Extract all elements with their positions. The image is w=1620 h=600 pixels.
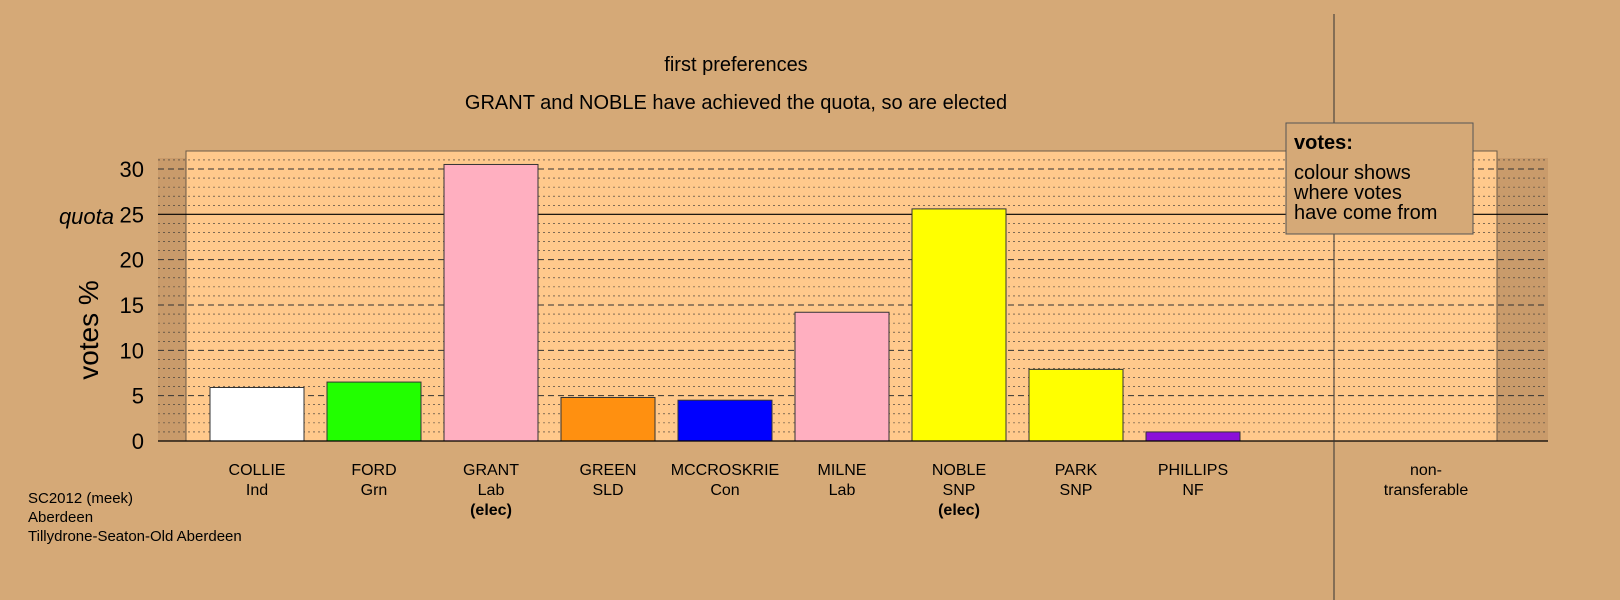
bar-milne — [794, 311, 890, 442]
candidate-party: Lab — [478, 482, 505, 499]
candidate-party: NF — [1182, 482, 1204, 499]
bar-grant — [443, 163, 539, 442]
candidate-party: Con — [710, 482, 739, 499]
legend-line-3: have come from — [1294, 202, 1437, 224]
bar-noble — [911, 208, 1007, 442]
nontransferable-label-line1: non- — [1410, 462, 1442, 479]
candidate-party: Ind — [246, 482, 268, 499]
legend-box — [1285, 122, 1474, 235]
y-tick-label: 5 — [132, 384, 144, 409]
footer-line-3: Tillydrone-Seaton-Old Aberdeen — [28, 528, 242, 545]
y-tick-label: 15 — [120, 293, 144, 318]
bar-mccroskrie — [677, 399, 773, 442]
y-tick-label: 0 — [132, 429, 144, 454]
legend-title: votes: — [1294, 132, 1353, 154]
candidate-name: GRANT — [463, 462, 519, 479]
bar-park — [1028, 368, 1124, 442]
candidate-name: MCCROSKRIE — [671, 462, 779, 479]
elected-label: (elec) — [938, 502, 980, 519]
candidate-name: GREEN — [580, 462, 637, 479]
bar-collie — [209, 387, 305, 442]
nontransferable-label-line2: transferable — [1384, 482, 1469, 499]
quota-label: quota — [59, 204, 114, 229]
chart-title: first preferences — [664, 54, 807, 76]
bar-phillips — [1145, 431, 1241, 442]
candidate-name: NOBLE — [932, 462, 986, 479]
y-tick-label: 30 — [120, 157, 144, 182]
bar-ford — [326, 381, 422, 442]
footer-line-2: Aberdeen — [28, 509, 93, 526]
candidate-name: FORD — [351, 462, 396, 479]
bar-green — [560, 396, 656, 442]
x-axis-labels: COLLIE Ind FORD Grn GRANT Lab (elec) GREEN SLD MC… — [229, 462, 1229, 519]
footer: SC2012 (meek) Aberdeen Tillydrone-Seaton… — [28, 490, 242, 545]
legend: votes: colour shows where votes have com… — [1285, 122, 1474, 235]
chart-subtitle: GRANT and NOBLE have achieved the quota,… — [465, 92, 1007, 114]
y-tick-label: 10 — [120, 338, 144, 363]
footer-line-1: SC2012 (meek) — [28, 490, 133, 507]
elected-label: (elec) — [470, 502, 512, 519]
candidate-name: PHILLIPS — [1158, 462, 1228, 479]
y-axis-ticks: 0 5 10 15 20 25 30 — [120, 157, 144, 454]
legend-line-1: colour shows — [1294, 162, 1411, 184]
candidate-name: MILNE — [818, 462, 867, 479]
y-tick-label: 25 — [120, 202, 144, 227]
candidate-party: Lab — [829, 482, 856, 499]
candidate-name: COLLIE — [229, 462, 286, 479]
y-axis-label: votes % — [73, 280, 104, 380]
candidate-party: SLD — [592, 482, 623, 499]
candidate-party: Grn — [361, 482, 388, 499]
bars — [209, 163, 1241, 442]
candidate-party: SNP — [943, 482, 976, 499]
candidate-name: PARK — [1055, 462, 1098, 479]
y-tick-label: 20 — [120, 248, 144, 273]
candidate-party: SNP — [1060, 482, 1093, 499]
legend-line-2: where votes — [1293, 182, 1402, 204]
